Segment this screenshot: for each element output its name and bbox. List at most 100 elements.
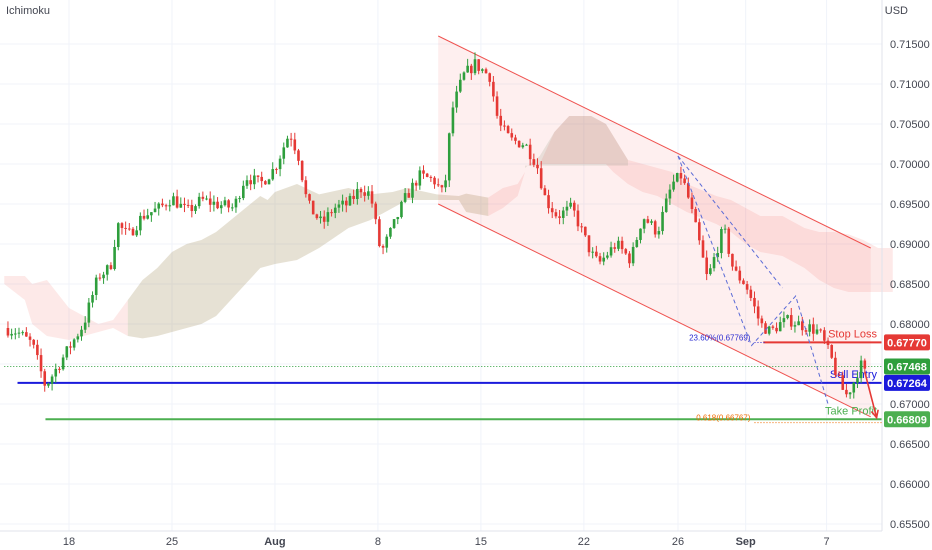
candle-body: [569, 202, 572, 207]
candle-body: [760, 318, 764, 324]
drawings[interactable]: 23.60%(0.67769) 0.618(0.66767): [677, 155, 882, 424]
stop-loss-badge: [884, 334, 930, 351]
candle-body: [275, 169, 278, 171]
abc-guide-line[interactable]: [677, 155, 783, 289]
candle-body: [800, 321, 804, 331]
candle-body: [661, 211, 664, 232]
candle-body: [492, 81, 495, 97]
candle-body: [745, 284, 749, 290]
candle-body: [403, 193, 407, 202]
cloud-bearish: [4, 116, 893, 340]
channel-lower-line[interactable]: [438, 203, 871, 418]
candle-body: [205, 198, 208, 200]
candle-body: [363, 192, 366, 196]
candle-body: [142, 215, 146, 219]
candle-body: [128, 228, 131, 230]
fib-level-label: 0.618(0.66767): [696, 414, 751, 423]
candle-body: [473, 59, 477, 74]
candle-body: [675, 172, 679, 182]
candle-body: [341, 200, 344, 205]
time-tick-label: Sep: [736, 536, 756, 548]
price-tick-label: 0.68500: [890, 279, 930, 291]
candle-body: [554, 212, 558, 217]
candle-body: [561, 210, 565, 218]
candle-body: [94, 277, 98, 295]
candle-body: [609, 247, 613, 256]
candle-body: [32, 339, 35, 345]
candle-body: [348, 195, 352, 206]
candle-body: [172, 196, 175, 206]
candle-body: [260, 176, 264, 182]
candle-body: [208, 198, 212, 205]
candle-body: [392, 219, 396, 228]
candle-body: [859, 360, 863, 379]
candle-body: [539, 168, 543, 189]
candle-body: [458, 79, 462, 92]
candle-body: [550, 208, 554, 213]
candle-body: [256, 175, 260, 177]
candle-body: [525, 144, 528, 146]
candle-body: [668, 189, 672, 199]
candle-body: [249, 180, 252, 185]
candle-body: [72, 339, 76, 348]
time-tick-label: 26: [672, 536, 684, 548]
abc-pattern-line[interactable]: [677, 155, 829, 405]
current-price-badge-text: 0.67468: [887, 362, 927, 374]
candle-body: [80, 329, 83, 337]
candle-body: [429, 176, 433, 178]
candle-body: [124, 227, 127, 229]
grid: [0, 0, 882, 531]
candle-body: [613, 247, 617, 249]
candle-body: [356, 188, 359, 200]
candle-body: [61, 357, 65, 370]
stop-loss-label: Stop Loss: [828, 328, 877, 340]
candle-body: [470, 65, 473, 74]
candle-body: [845, 389, 848, 395]
take-profit-badge-text: 0.66809: [887, 414, 927, 426]
take-profit-label: Take Profit: [825, 405, 877, 417]
candle-body: [499, 115, 503, 126]
candle-body: [742, 280, 745, 285]
candle-body: [422, 170, 425, 174]
candle-body: [396, 217, 400, 220]
candle-body: [738, 270, 742, 281]
candle-body: [517, 140, 521, 148]
candle-body: [76, 336, 80, 340]
candle-body: [510, 133, 514, 138]
candle-body: [352, 195, 355, 200]
candle-body: [58, 368, 61, 370]
time-tick-label: 25: [166, 536, 178, 548]
candle-body: [234, 198, 238, 208]
target-arrow-head: [870, 409, 879, 420]
candle-body: [646, 219, 650, 223]
price-tick-label: 0.70500: [890, 119, 930, 131]
candle-body: [602, 257, 606, 262]
candle-body: [775, 327, 778, 332]
candle-body: [797, 321, 800, 326]
channel-upper-line[interactable]: [438, 35, 871, 249]
candle-body: [591, 251, 594, 253]
candle-body: [705, 257, 708, 275]
candle-body: [21, 332, 24, 334]
candle-body: [308, 194, 311, 201]
candle-body: [370, 191, 374, 204]
candle-body: [815, 329, 819, 334]
candle-body: [223, 200, 227, 206]
candle-body: [418, 170, 422, 186]
candle-body: [6, 328, 10, 336]
candle-body: [271, 169, 275, 180]
candle-body: [293, 139, 297, 151]
candle-body: [153, 208, 157, 213]
candle-body: [190, 204, 194, 212]
target-arrow-shaft[interactable]: [864, 371, 878, 418]
price-levels[interactable]: Stop Loss Sell Entry Take Profit: [4, 328, 882, 421]
candle-body: [87, 302, 91, 323]
candle-body: [856, 378, 859, 383]
candle-body: [734, 266, 738, 271]
candle-body: [25, 332, 28, 337]
time-tick-label: 18: [63, 536, 75, 548]
candle-body: [109, 265, 113, 270]
candle-body: [620, 240, 624, 250]
